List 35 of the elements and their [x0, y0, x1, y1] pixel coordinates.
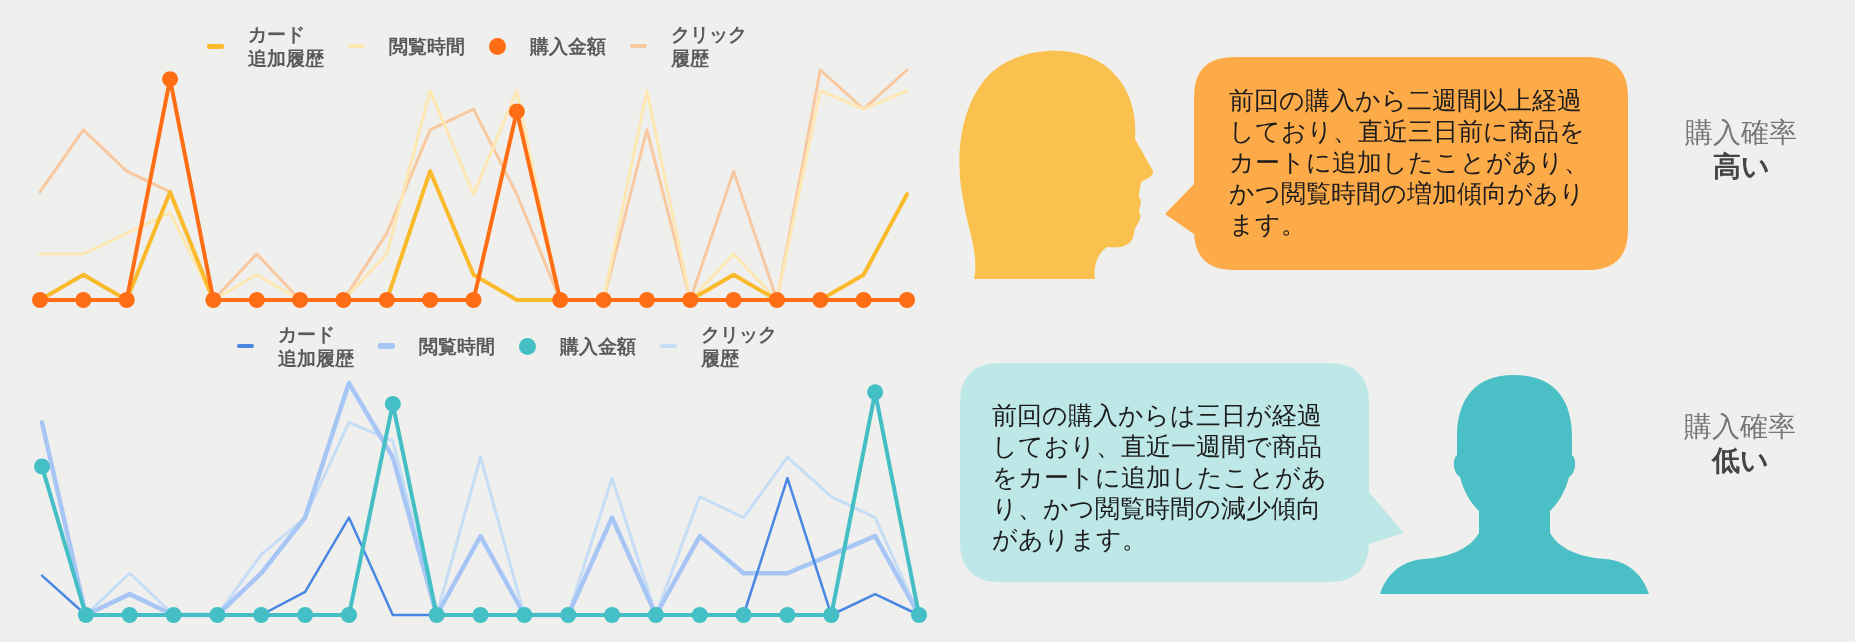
point — [428, 607, 445, 623]
point — [867, 384, 884, 401]
point — [691, 607, 708, 623]
text: 低い — [1711, 444, 1769, 477]
point — [911, 607, 927, 623]
text: 前回の購入から二週間以上経過しており、直近三日前に商品をカートに追加したことがあり、かつ閲覧時間の増加傾向があります。 — [1229, 85, 1590, 240]
point — [560, 607, 577, 623]
point — [340, 607, 357, 623]
point — [253, 607, 270, 623]
point — [735, 607, 752, 623]
legend-label: 閲覧時間 — [419, 334, 495, 358]
point — [297, 607, 314, 623]
point — [77, 607, 94, 623]
point — [516, 607, 533, 623]
text: 購入確率 — [1684, 410, 1796, 443]
text: 高い — [1712, 150, 1770, 183]
point — [472, 607, 489, 623]
legend-label: 購入金額 — [530, 34, 606, 58]
point — [209, 607, 226, 623]
point — [647, 607, 664, 623]
legend-label: 購入金額 — [560, 334, 636, 358]
text: 前回の購入からは三日が経過しており、直近一週間で商品をカートに追加したことがあり、かつ閲覧時間の減少傾向があります。 — [992, 400, 1328, 555]
point — [384, 395, 401, 412]
point — [779, 607, 796, 623]
point — [823, 607, 840, 623]
legend-label: 閲覧時間 — [389, 34, 465, 58]
point — [34, 458, 50, 475]
point — [604, 607, 621, 623]
text: 購入確率 — [1685, 116, 1797, 149]
legend-label: カード追加履歴 — [278, 322, 354, 370]
point — [121, 607, 138, 623]
point — [165, 607, 182, 623]
legend-label: クリック履歴 — [701, 322, 777, 370]
legend-label: クリック履歴 — [671, 22, 747, 70]
legend-label: カード追加履歴 — [248, 22, 324, 70]
